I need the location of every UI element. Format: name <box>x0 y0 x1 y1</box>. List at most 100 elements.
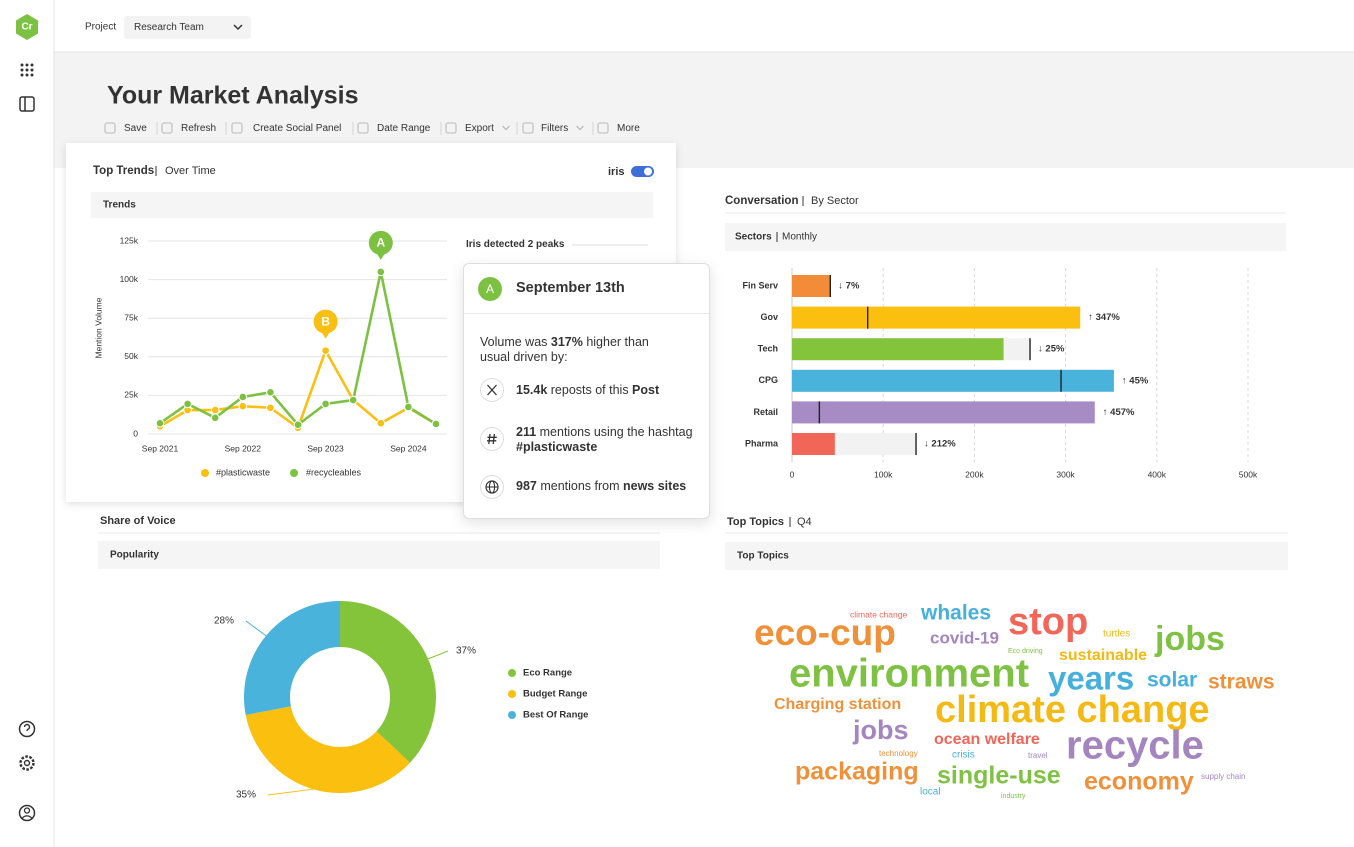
peak-summary: Volume was 317% higher than usual driven… <box>480 335 680 365</box>
word: technology <box>879 749 918 758</box>
word: turtles <box>1103 629 1130 640</box>
project-label: Project <box>85 22 116 33</box>
apps-icon <box>30 68 34 72</box>
chevron <box>233 24 243 31</box>
bar <box>792 369 1114 392</box>
leader-line <box>427 650 449 660</box>
panel-title: Sectors <box>735 232 772 243</box>
data-label: 35% <box>236 790 256 801</box>
x-tick-label: Sep 2022 <box>225 443 262 453</box>
word: ocean welfare <box>934 731 1040 748</box>
leader-line <box>245 620 267 637</box>
bar <box>792 306 1081 329</box>
toolbar-icon <box>161 122 173 134</box>
word: years <box>1048 660 1134 697</box>
bar <box>792 338 1004 361</box>
leader-line <box>267 788 314 796</box>
data-point <box>321 346 330 355</box>
project-select[interactable] <box>124 16 251 39</box>
axis-title: Mention Volume <box>93 297 103 358</box>
toolbar-icon <box>104 122 116 134</box>
y-tick-label: 50k <box>124 351 138 361</box>
data-point <box>210 413 220 423</box>
toolbar-button[interactable]: Date Range <box>377 123 431 134</box>
peak-item: 987 mentions from news sites <box>516 479 701 494</box>
legend-label: #plasticwaste <box>216 467 270 477</box>
word: climate change <box>850 609 907 619</box>
x-tick-label: 200k <box>965 469 984 479</box>
change-label: ↓ 7% <box>838 281 860 292</box>
x-tick-label: Sep 2024 <box>390 443 427 453</box>
toolbar-button[interactable]: Refresh <box>181 123 216 134</box>
apps-icon <box>20 73 24 77</box>
legend-marker <box>508 711 516 719</box>
pie-slice <box>340 601 437 763</box>
change-label: ↑ 347% <box>1088 312 1120 323</box>
logo: Cr <box>21 22 32 33</box>
toolbar-button[interactable]: Export <box>465 123 494 134</box>
panel-subtitle: Monthly <box>782 232 817 243</box>
annotation-badge <box>368 230 393 255</box>
word: jobs <box>852 715 909 745</box>
legend-label: Budget Range <box>523 689 587 700</box>
peak-item: 15.4k reposts of this Post <box>516 383 701 398</box>
card-title: Top Trends <box>93 165 154 177</box>
x-tick-label: 400k <box>1148 469 1167 479</box>
toolbar-button[interactable]: Create Social Panel <box>253 123 341 134</box>
y-tick-label: CPG <box>758 375 778 385</box>
text: reposts of this <box>547 383 633 397</box>
data-point <box>266 403 275 413</box>
peak-badge: A <box>478 277 502 301</box>
word: covid-19 <box>930 628 999 647</box>
text: Post <box>632 383 660 397</box>
globe-icon <box>480 475 504 499</box>
panel-header <box>725 223 1286 251</box>
change-label: ↑ 457% <box>1103 407 1135 418</box>
hashtag-icon <box>480 427 504 451</box>
text: 317% <box>550 335 583 349</box>
change-label: ↑ 45% <box>1122 375 1149 386</box>
peak-date: September 13th <box>516 280 625 296</box>
word: straws <box>1208 671 1275 694</box>
apps-icon <box>25 63 29 67</box>
toolbar-icon <box>357 122 369 134</box>
panel-title: Top Topics <box>737 551 789 562</box>
card-subtitle: By Sector <box>811 195 859 207</box>
chevron <box>576 125 584 131</box>
word: industry <box>1001 793 1026 800</box>
toggle-label: iris <box>608 166 625 178</box>
word: stop <box>1008 601 1088 643</box>
y-tick-label: 75k <box>124 312 138 322</box>
y-tick-label: 100k <box>120 274 139 284</box>
panel-icon <box>19 96 35 112</box>
chevron <box>502 125 510 131</box>
text: news sites <box>623 479 687 493</box>
data-point <box>183 399 192 409</box>
panel-title: Trends <box>103 200 136 211</box>
text: higher than usual driven by: <box>480 335 649 364</box>
user-icon <box>18 804 36 822</box>
toolbar-button[interactable]: More <box>617 123 640 134</box>
data-point <box>404 402 413 412</box>
data-point <box>376 267 386 277</box>
pie-slice <box>245 706 410 794</box>
bar <box>792 433 835 455</box>
toolbar-button[interactable]: Save <box>124 123 147 134</box>
change-label: ↓ 212% <box>924 439 956 450</box>
card-title: Share of Voice <box>100 515 176 527</box>
change-label: ↓ 25% <box>1038 344 1065 355</box>
text: mentions using the hashtag <box>536 425 693 439</box>
apps-icon <box>25 68 29 72</box>
y-tick-label: Gov <box>760 312 778 322</box>
legend-label: #recycleables <box>306 467 362 477</box>
top-bar <box>54 0 1354 52</box>
toolbar-icon <box>445 122 457 134</box>
settings-icon <box>23 759 31 767</box>
toolbar-icon <box>522 122 534 134</box>
data-point <box>376 418 386 428</box>
toolbar-button[interactable]: Filters <box>541 123 568 134</box>
apps-icon <box>20 63 24 67</box>
word: climate change <box>935 689 1210 731</box>
x-tick-label: 300k <box>1056 469 1075 479</box>
data-label: 37% <box>456 646 476 657</box>
